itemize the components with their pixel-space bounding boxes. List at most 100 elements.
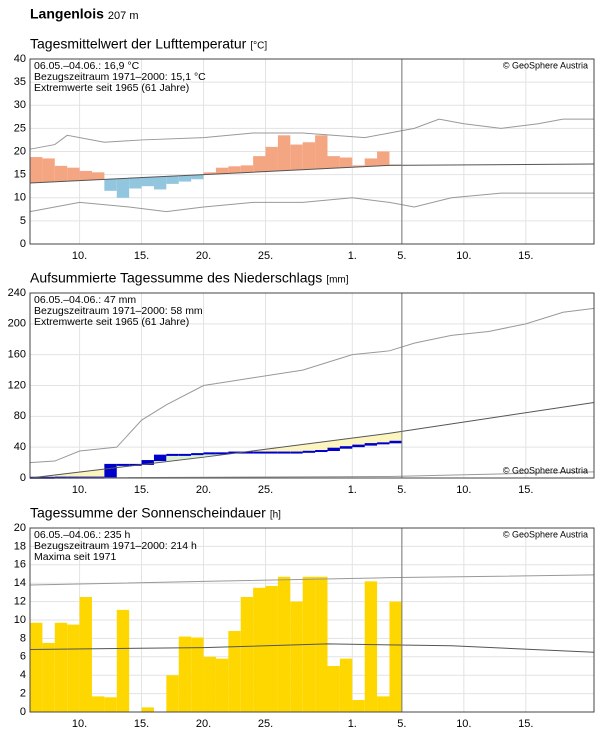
x-tick-label: 15. [134, 250, 149, 262]
y-tick-label: 0 [20, 472, 26, 484]
y-tick-label: 160 [8, 349, 26, 361]
bar [241, 165, 253, 172]
x-tick-label: 25. [258, 484, 273, 496]
unit: [°C] [250, 41, 267, 52]
unit: [mm] [326, 275, 348, 286]
y-tick-label: 200 [8, 318, 26, 330]
x-tick-label: 15. [134, 484, 149, 496]
y-tick-label: 25 [14, 122, 26, 134]
deviation-area [315, 442, 327, 451]
bar [290, 602, 302, 712]
y-tick-label: 20 [14, 145, 26, 157]
bar [327, 156, 339, 168]
station-name: Langenlois [30, 6, 104, 22]
y-tick-label: 10 [14, 614, 26, 626]
y-tick-label: 8 [20, 632, 26, 644]
bar [117, 178, 129, 197]
x-tick-label: 15. [518, 718, 533, 729]
bar [30, 623, 42, 712]
bar [303, 142, 315, 169]
bar [352, 700, 364, 712]
bar [67, 168, 79, 181]
bar [290, 145, 302, 170]
chart-title: Tagesmittelwert der Lufttemperatur [30, 36, 247, 52]
bar [216, 168, 228, 174]
bar [365, 158, 377, 166]
bar [104, 697, 116, 712]
bar [216, 659, 228, 712]
deviation-area [389, 432, 401, 441]
source: © GeoSphere Austria [503, 60, 588, 70]
bar [315, 135, 327, 168]
bar [104, 179, 116, 191]
x-tick-label: 10. [72, 250, 87, 262]
x-tick-label: 10. [72, 718, 87, 729]
bar [30, 157, 42, 183]
bar [340, 659, 352, 712]
legend-entry: Extremwerte seit 1965 (61 Jahre) [34, 316, 189, 328]
x-tick-label: 25. [258, 718, 273, 729]
bar [142, 177, 154, 186]
y-tick-label: 40 [14, 53, 26, 65]
deviation-area [303, 444, 315, 452]
bar [278, 577, 290, 712]
y-tick-label: 30 [14, 99, 26, 111]
legend-entry: Maxima seit 1971 [34, 551, 116, 563]
y-tick-label: 4 [20, 669, 26, 681]
unit: [h] [270, 510, 281, 521]
bar [191, 637, 203, 712]
legend-entry: Extremwerte seit 1965 (61 Jahre) [34, 82, 189, 94]
y-tick-label: 5 [20, 215, 26, 227]
y-tick-label: 15 [14, 169, 26, 181]
bar [55, 623, 67, 712]
y-tick-label: 10 [14, 192, 26, 204]
bar [179, 176, 191, 182]
bar [80, 597, 92, 712]
x-tick-label: 5. [397, 718, 406, 729]
y-tick-label: 14 [14, 577, 26, 589]
bar [389, 602, 401, 712]
bar [340, 158, 352, 168]
y-tick-label: 6 [20, 651, 26, 663]
bar [266, 147, 278, 171]
deviation-area [365, 436, 377, 444]
x-tick-label: 10. [456, 718, 471, 729]
x-tick-label: 15. [134, 718, 149, 729]
bar [166, 176, 178, 184]
x-tick-label: 20. [196, 484, 211, 496]
x-tick-label: 10. [72, 484, 87, 496]
y-tick-label: 20 [14, 522, 26, 534]
deviation-area [377, 434, 389, 443]
bar [228, 631, 240, 712]
bar [253, 156, 265, 172]
bar [204, 657, 216, 712]
station-elevation: 207 m [108, 10, 139, 22]
bar [142, 707, 154, 712]
deviation-area [352, 437, 364, 445]
x-tick-label: 10. [456, 484, 471, 496]
bar [377, 152, 389, 166]
bar [117, 610, 129, 712]
y-tick-label: 240 [8, 287, 26, 299]
bar [67, 625, 79, 712]
deviation-area [92, 470, 104, 478]
bar [241, 597, 253, 712]
bar [42, 158, 54, 182]
y-tick-label: 2 [20, 688, 26, 700]
bar [92, 696, 104, 712]
bar [228, 166, 240, 173]
y-tick-label: 0 [20, 706, 26, 718]
x-tick-label: 15. [518, 250, 533, 262]
bar [154, 177, 166, 190]
daily-increment [104, 465, 116, 478]
bar [92, 172, 104, 179]
bar [42, 643, 54, 712]
y-tick-label: 0 [20, 238, 26, 250]
chart-title: Tagessumme der Sonnenscheindauer [30, 505, 266, 521]
y-tick-label: 12 [14, 596, 26, 608]
deviation-area [290, 445, 302, 452]
y-tick-label: 80 [14, 410, 26, 422]
y-tick-label: 40 [14, 441, 26, 453]
bar [55, 166, 67, 182]
